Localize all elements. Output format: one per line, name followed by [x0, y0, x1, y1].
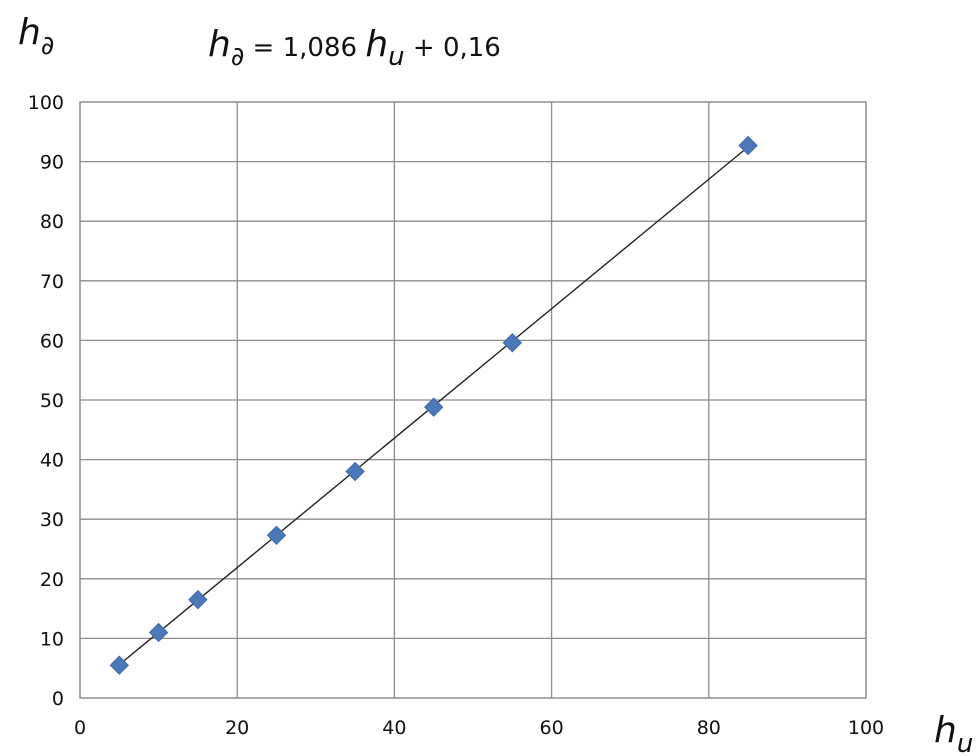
- y-tick-label-70: 70: [40, 271, 64, 293]
- equation-lhs-sub: ∂: [231, 42, 244, 72]
- data-point-0-4: [345, 461, 365, 482]
- data-point-0-5: [423, 397, 444, 417]
- x-tick-label-20: 20: [225, 717, 249, 739]
- regression-equation: h∂ = 1,086 hu + 0,16: [208, 24, 501, 72]
- data-point-0-2: [188, 589, 208, 610]
- equation-equals: =: [244, 33, 282, 63]
- y-axis-label: h∂: [18, 12, 54, 61]
- data-point-0-6: [502, 333, 523, 353]
- y-tick-label-40: 40: [40, 450, 64, 472]
- y-tick-label-60: 60: [40, 330, 64, 352]
- data-point-0-3: [266, 525, 287, 545]
- data-point-0-1: [148, 622, 169, 643]
- y-tick-label-0: 0: [52, 688, 64, 710]
- x-axis-label-sub: u: [957, 729, 973, 756]
- x-tick-label-0: 0: [74, 717, 86, 739]
- x-tick-label-100: 100: [848, 717, 884, 739]
- x-tick-label-60: 60: [540, 717, 564, 739]
- y-tick-label-30: 30: [40, 509, 64, 531]
- equation-var-sub: u: [388, 42, 404, 72]
- data-points: [109, 135, 758, 675]
- data-point-0-0: [109, 655, 130, 675]
- x-tick-labels: 0 20 40 60 80 100: [74, 717, 884, 739]
- x-axis-label: hu: [934, 710, 973, 756]
- equation-var-base: h: [365, 24, 388, 65]
- equation-rest: + 0,16: [405, 33, 501, 63]
- y-tick-label-100: 100: [28, 92, 64, 114]
- x-axis-label-base: h: [934, 710, 957, 751]
- y-tick-label-80: 80: [40, 211, 64, 233]
- y-axis-label-base: h: [18, 12, 41, 53]
- equation-coef: 1,086: [283, 33, 366, 63]
- y-tick-label-10: 10: [40, 628, 64, 650]
- y-tick-label-90: 90: [40, 152, 64, 174]
- x-tick-label-40: 40: [382, 717, 406, 739]
- y-axis-label-sub: ∂: [41, 31, 54, 61]
- y-tick-label-20: 20: [40, 569, 64, 591]
- equation-lhs-base: h: [208, 24, 231, 65]
- y-tick-label-50: 50: [40, 390, 64, 412]
- data-point-0-7: [738, 135, 758, 156]
- plot-area-border: [79, 101, 867, 699]
- y-tick-labels: 0 10 20 30 40 50 60 70 80 90 100: [28, 92, 64, 710]
- x-tick-label-80: 80: [697, 717, 721, 739]
